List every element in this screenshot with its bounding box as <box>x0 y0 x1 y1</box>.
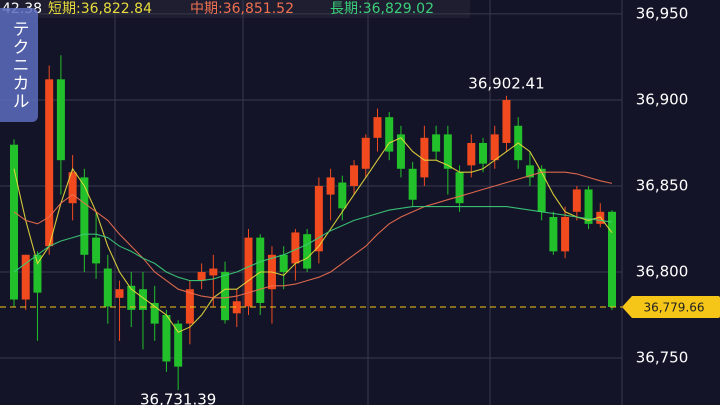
ma-line <box>13 171 613 299</box>
legend-name: 短期: <box>48 1 81 17</box>
candle-body <box>279 254 288 273</box>
candle-body <box>45 79 54 247</box>
legend-entry: 長期:36,829.02 <box>330 1 434 17</box>
candle-body <box>162 315 171 362</box>
candle-body <box>68 172 77 204</box>
candle-body <box>10 144 18 300</box>
legend-value: 36,829.02 <box>363 1 434 17</box>
y-tick-label: 36,950 <box>636 4 689 22</box>
candle-body <box>326 177 335 195</box>
ma-line <box>13 137 613 333</box>
candle-body <box>338 182 347 209</box>
candle-body <box>115 289 124 298</box>
candle-body <box>373 117 382 138</box>
candle-body <box>490 134 499 161</box>
candle-body <box>185 289 194 324</box>
candle-body <box>455 172 464 204</box>
candle-body <box>479 142 488 164</box>
candle-body <box>549 216 558 252</box>
y-tick-label: 36,750 <box>636 349 689 367</box>
candle-body <box>138 289 147 310</box>
candle-body <box>92 237 101 264</box>
candle-body <box>21 254 30 300</box>
candle-body <box>174 323 183 367</box>
last-price-label: 36,779.66 <box>643 301 704 315</box>
candle-body <box>361 137 370 169</box>
legend-value: 36,822.84 <box>81 1 152 17</box>
candle-body <box>150 302 159 324</box>
extreme-label: 36,731.39 <box>140 391 216 405</box>
candle-body <box>291 232 300 264</box>
candle-body <box>80 177 89 255</box>
ma-line <box>13 206 613 282</box>
y-tick-label: 36,850 <box>636 176 689 194</box>
candle-body <box>303 234 312 269</box>
candle-body <box>584 189 593 224</box>
candle-body <box>209 268 218 276</box>
candle-body <box>221 272 230 321</box>
candle-body <box>408 168 417 200</box>
candle-body <box>432 134 441 152</box>
candle-body <box>350 165 359 186</box>
candle-body <box>525 165 534 178</box>
candle-body <box>244 237 253 307</box>
candle-body <box>56 79 65 161</box>
technical-tab[interactable]: テクニカル <box>0 8 38 122</box>
last-price-box <box>622 296 720 319</box>
legend-name: 中期: <box>190 1 223 17</box>
candle-body <box>608 211 616 308</box>
extreme-label: 36,902.41 <box>468 74 544 92</box>
candle-body <box>256 237 265 303</box>
candle-body <box>314 185 323 252</box>
candle-body <box>33 254 42 293</box>
candle-body <box>197 272 206 281</box>
candle-body <box>502 99 511 143</box>
candle-body <box>127 285 136 310</box>
candle-body <box>572 189 581 212</box>
candle-body <box>467 142 476 166</box>
candle-body <box>561 216 570 252</box>
candle-body <box>232 301 241 314</box>
y-tick-label: 36,800 <box>636 263 689 281</box>
candle-body <box>537 168 546 212</box>
y-tick-label: 36,900 <box>636 90 689 108</box>
legend-entry: 中期:36,851.52 <box>190 1 294 17</box>
candle-body <box>385 117 394 152</box>
candle-body <box>396 134 405 169</box>
candle-body <box>443 134 452 169</box>
candle-body <box>420 137 429 178</box>
legend-entry: 短期:36,822.84 <box>48 1 152 17</box>
legend-name: 長期: <box>330 1 363 17</box>
candle-body <box>103 268 112 307</box>
legend-value: 36,851.52 <box>223 1 294 17</box>
